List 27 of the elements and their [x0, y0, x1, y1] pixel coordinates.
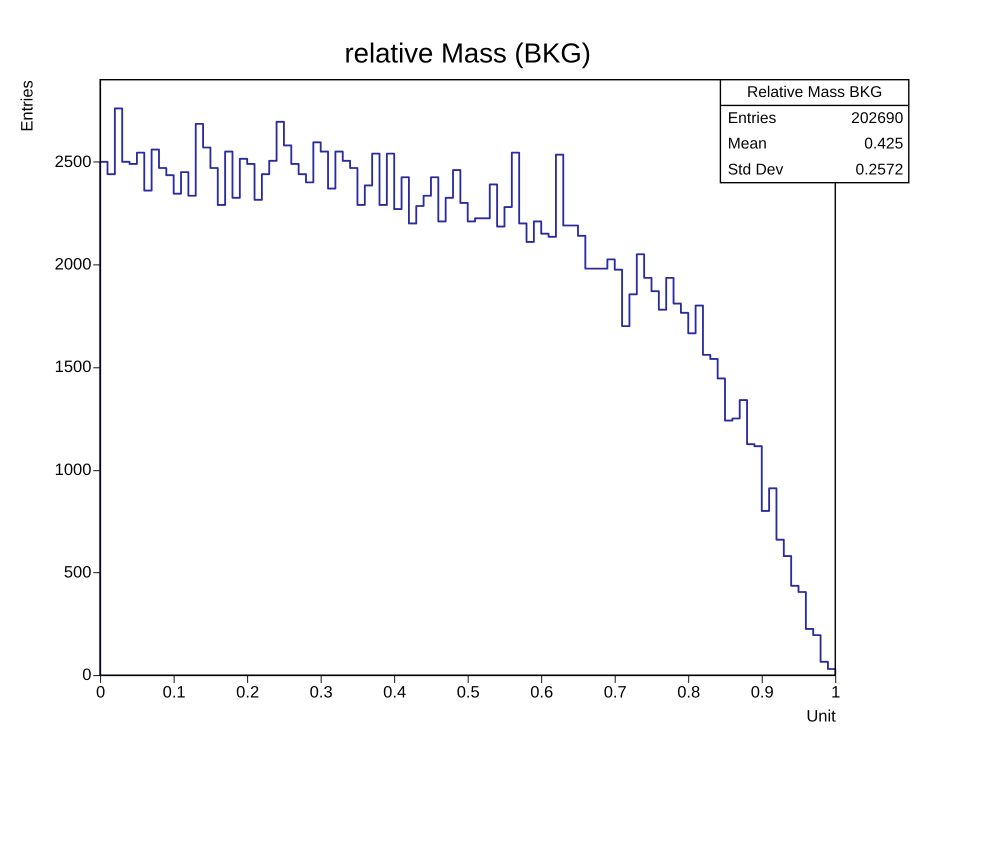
x-tick-label: 0.6 — [530, 682, 554, 702]
text: 0.425 — [864, 136, 904, 153]
chart-title: relative Mass (BKG) — [344, 37, 591, 68]
x-tick-label: 1 — [831, 682, 840, 702]
y-tick-label: 0 — [82, 665, 92, 684]
text: 202690 — [851, 110, 904, 127]
x-tick-label: 0.2 — [236, 682, 260, 702]
y-tick-label: 500 — [64, 562, 92, 582]
x-tick-label: 0.5 — [456, 682, 480, 702]
x-tick-label: 0.9 — [750, 682, 774, 702]
text: 0.2572 — [856, 161, 904, 178]
y-tick-label: 2500 — [54, 152, 92, 171]
y-tick-label: 1000 — [54, 460, 92, 479]
y-tick-label: 2000 — [54, 254, 92, 274]
x-tick-label: 0.4 — [383, 682, 406, 702]
y-tick-label: 1500 — [54, 357, 92, 376]
annotation: Entries — [728, 110, 777, 127]
annotation: Relative Mass BKG — [746, 84, 882, 102]
x-tick-label: 0.3 — [310, 682, 333, 702]
x-tick-label: 0.7 — [604, 682, 627, 702]
x-tick-label: 0 — [96, 682, 106, 702]
x-tick-label: 0.8 — [677, 682, 700, 702]
annotation: Mean — [728, 136, 767, 153]
y-axis-title: Entries — [18, 80, 37, 132]
annotation: Std Dev — [728, 161, 784, 178]
x-axis-title: Unit — [806, 706, 836, 726]
x-tick-label: 0.1 — [162, 682, 186, 702]
